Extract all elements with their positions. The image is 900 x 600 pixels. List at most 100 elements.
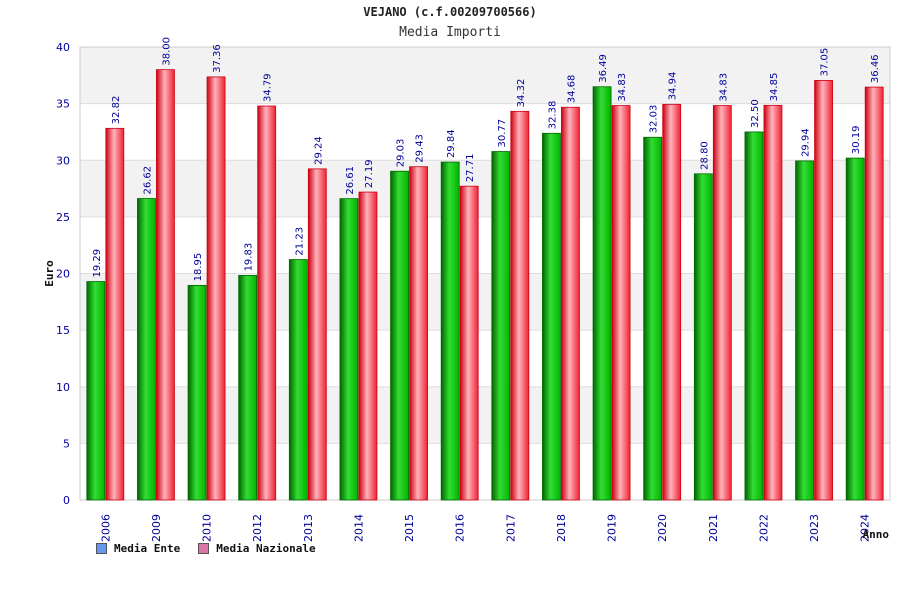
data-label-media-nazionale: 34.94 [668,72,679,101]
x-tick-label: 2015 [403,514,416,542]
y-tick-label: 10 [56,381,70,394]
data-label-media-ente: 26.61 [345,166,356,195]
bar-media-ente [491,151,511,501]
bar-media-nazionale [257,105,277,501]
data-label-media-ente: 30.19 [851,125,862,154]
bar-media-ente [845,157,865,501]
data-label-media-nazionale: 29.43 [415,134,426,163]
x-tick-label: 2019 [606,514,619,542]
bar-media-ente [795,160,814,501]
bar-media-ente [86,281,106,501]
bar-media-ente [542,132,561,501]
bar-media-ente [643,136,663,501]
x-tick-label: 2023 [808,514,821,542]
x-tick-label: 2016 [454,514,467,542]
x-tick-label: 2022 [757,514,770,542]
data-label-media-ente: 26.62 [142,166,153,195]
y-tick-label: 20 [56,268,70,281]
x-tick-label: 2018 [555,514,568,542]
x-tick-label: 2024 [859,514,872,542]
y-axis-label: Euro [43,260,56,287]
bar-media-nazionale [611,105,631,501]
data-label-media-nazionale: 34.79 [263,73,274,102]
data-label-media-nazionale: 27.19 [364,159,375,188]
data-label-media-nazionale: 34.32 [516,79,527,108]
bar-media-nazionale [409,166,428,501]
bar-media-ente [440,161,460,501]
data-label-media-ente: 30.77 [497,119,508,148]
legend-swatch-nazionale [198,543,210,554]
y-tick-label: 30 [56,154,70,167]
bar-media-ente [288,259,308,501]
data-label-media-nazionale: 32.82 [111,96,122,125]
data-label-media-nazionale: 34.85 [769,73,780,102]
legend-swatch-ente [96,543,107,554]
legend-label-ente: Media Ente [114,542,181,555]
bar-media-nazionale [561,106,580,501]
bar-media-ente [137,198,156,501]
bar-media-nazionale [510,110,530,501]
x-tick-label: 2017 [504,514,517,542]
data-label-media-ente: 19.29 [92,249,103,278]
y-tick-label: 25 [56,211,70,224]
legend: Media Ente Media Nazionale [96,542,316,555]
bar-media-nazionale [712,105,732,501]
data-label-media-ente: 32.38 [547,101,558,130]
x-tick-label: 2014 [352,514,365,542]
y-tick-label: 0 [63,494,70,507]
bar-media-nazionale [105,127,125,501]
x-tick-label: 2010 [201,514,214,542]
y-tick-label: 40 [56,41,70,54]
bar-media-ente [744,131,764,501]
bar-media-ente [339,198,359,501]
data-label-media-nazionale: 37.36 [212,44,223,73]
data-label-media-nazionale: 27.71 [465,154,476,183]
bar-media-ente [390,170,409,501]
data-label-media-nazionale: 34.83 [617,73,628,102]
bar-media-nazionale [763,104,783,501]
bar-media-nazionale [662,103,682,501]
chart-title: VEJANO (c.f.00209700566) [363,5,537,19]
y-tick-label: 35 [56,98,70,111]
data-label-media-nazionale: 34.83 [718,73,729,102]
x-tick-label: 2021 [707,514,720,542]
bar-media-nazionale [358,191,378,501]
bar-media-nazionale [206,76,226,501]
data-label-media-ente: 29.84 [446,129,457,158]
data-label-media-nazionale: 36.46 [870,54,881,83]
x-tick-label: 2012 [251,514,264,542]
x-tick-label: 2006 [99,514,112,542]
data-label-media-ente: 21.23 [294,227,305,256]
legend-item-nazionale: Media Nazionale [198,542,316,555]
data-label-media-ente: 28.80 [699,141,710,170]
bar-media-nazionale [864,86,884,501]
y-tick-label: 15 [56,324,70,337]
bar-media-nazionale [814,80,833,501]
bar-media-ente [238,275,258,501]
x-tick-label: 2013 [302,514,315,542]
bar-media-ente [187,284,207,501]
legend-item-ente: Media Ente [96,542,180,555]
plot-border [79,46,891,501]
data-label-media-nazionale: 34.68 [566,75,577,104]
bar-media-ente [693,173,713,501]
x-tick-label: 2020 [656,514,669,542]
y-tick-label: 5 [63,437,70,450]
data-label-media-ente: 29.94 [801,128,812,157]
legend-label-nazionale: Media Nazionale [216,542,316,555]
bar-media-nazionale [459,185,479,501]
bar-media-nazionale [156,69,175,501]
data-label-media-ente: 36.49 [598,54,609,83]
data-label-media-ente: 32.03 [649,105,660,134]
data-label-media-ente: 18.95 [193,253,204,282]
data-label-media-ente: 29.03 [396,139,407,168]
x-axis-label: Anno [863,528,890,541]
chart-subtitle: Media Importi [399,25,501,40]
bar-media-nazionale [307,168,327,501]
data-label-media-nazionale: 38.00 [161,37,172,66]
x-tick-label: 2009 [150,514,163,542]
data-label-media-nazionale: 37.05 [820,48,831,77]
data-label-media-nazionale: 29.24 [313,136,324,165]
data-label-media-ente: 32.50 [750,99,761,128]
